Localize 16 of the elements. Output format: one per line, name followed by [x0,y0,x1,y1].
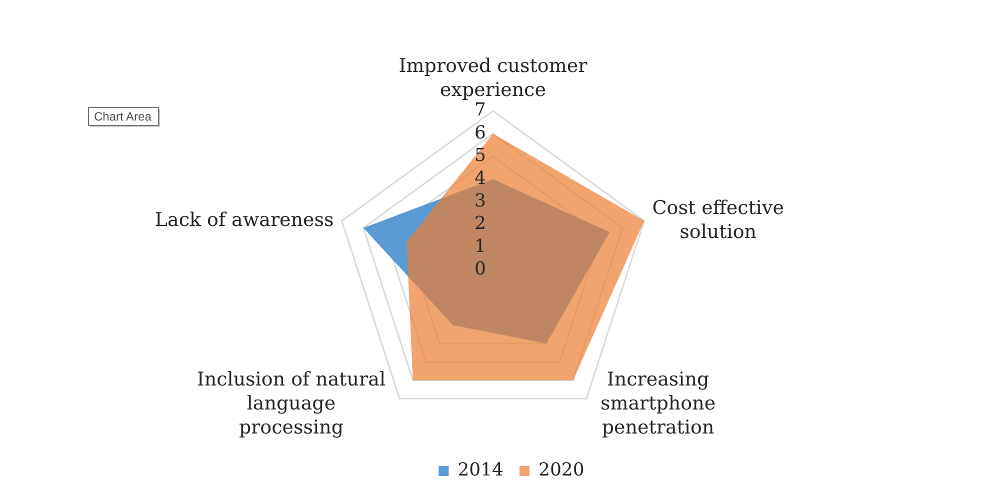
text: Chart Area [94,109,152,124]
y-tick-label: 0 [474,258,486,280]
y-tick-label: 7 [474,100,486,121]
spoke-label: Increasing smartphone penetration [600,368,716,439]
legend-label: 2014 [458,460,504,481]
y-tick-label: 2 [474,213,486,234]
y-tick-label: 4 [474,168,486,189]
y-tick-label: 6 [474,122,486,144]
y-tick-label: 3 [474,190,486,212]
spoke-label: Lack of awareness [154,208,334,231]
spoke-label: Improved customer experience [398,54,588,101]
y-tick-label: 5 [474,145,486,166]
spoke-label: Cost effective solution [652,196,784,243]
spoke-label: Inclusion of natural language processing [196,368,386,439]
y-tick-label: 1 [474,236,486,257]
legend-label: 2020 [538,460,584,481]
